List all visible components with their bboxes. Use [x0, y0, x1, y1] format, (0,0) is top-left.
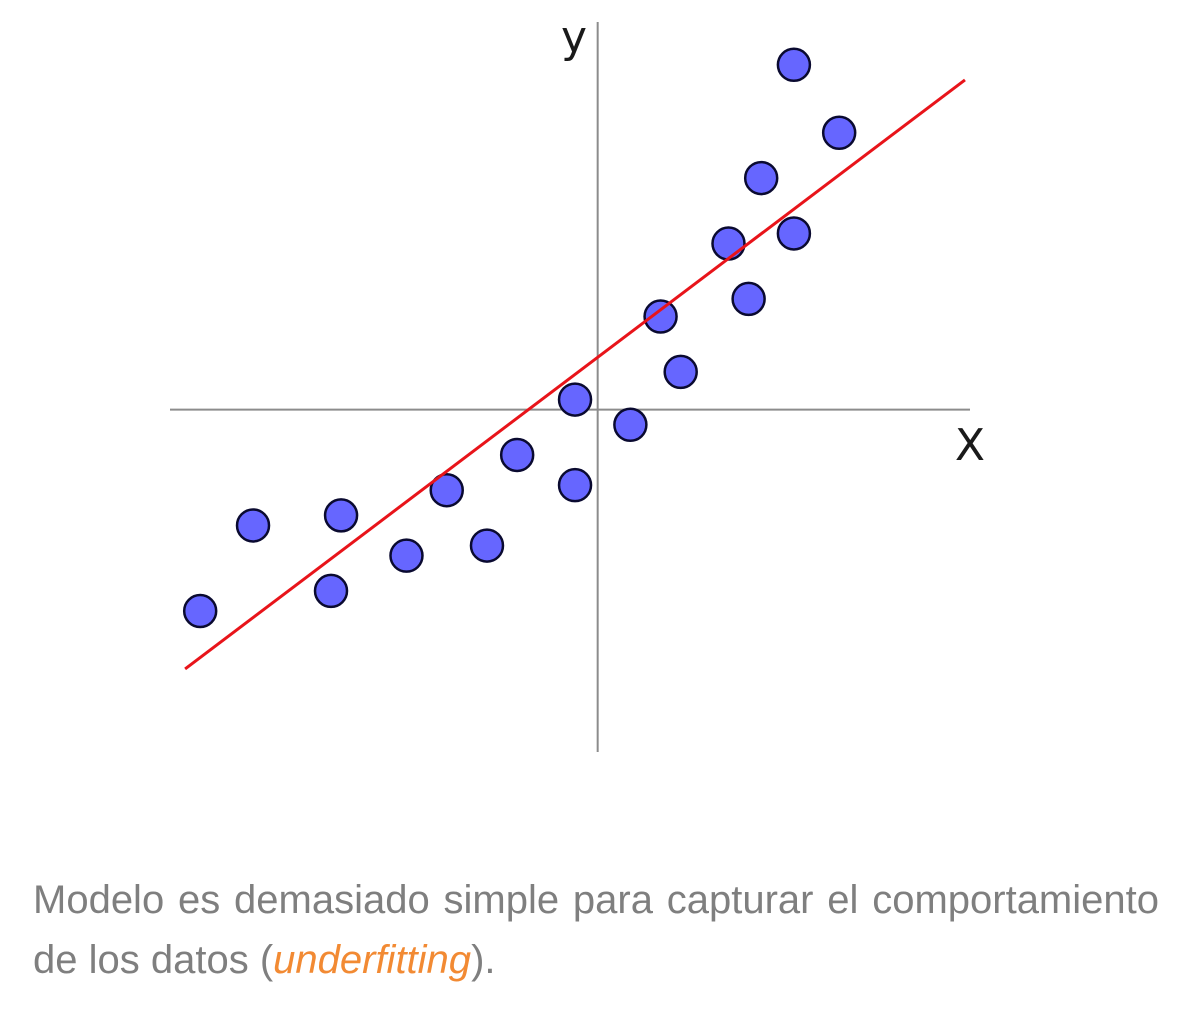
- data-point: [711, 226, 746, 261]
- caption: Modelo es demasiado simple para capturar…: [33, 870, 1159, 990]
- caption-text-end: ).: [471, 938, 496, 982]
- data-point: [821, 115, 857, 151]
- data-point: [731, 281, 766, 317]
- data-point: [557, 467, 593, 503]
- data-point: [557, 382, 593, 417]
- data-point: [776, 216, 812, 251]
- data-point: [313, 573, 349, 609]
- data-point: [643, 299, 678, 334]
- scatter-chart: y X: [170, 12, 985, 752]
- fit-line: [184, 78, 966, 671]
- x-axis-label: X: [955, 420, 985, 471]
- data-point: [389, 538, 424, 573]
- data-point: [613, 407, 648, 443]
- data-point: [776, 47, 812, 83]
- data-point: [235, 508, 271, 543]
- caption-text: Modelo es demasiado simple para capturar…: [33, 878, 1159, 982]
- data-point: [429, 472, 464, 508]
- data-points: [182, 47, 857, 629]
- caption-emphasis: underfitting: [273, 938, 472, 982]
- data-point: [499, 437, 535, 473]
- data-point: [663, 354, 698, 390]
- data-point: [323, 498, 359, 533]
- data-point: [469, 528, 505, 563]
- y-axis-label: y: [561, 12, 587, 63]
- data-point: [743, 160, 779, 196]
- data-point: [182, 593, 218, 629]
